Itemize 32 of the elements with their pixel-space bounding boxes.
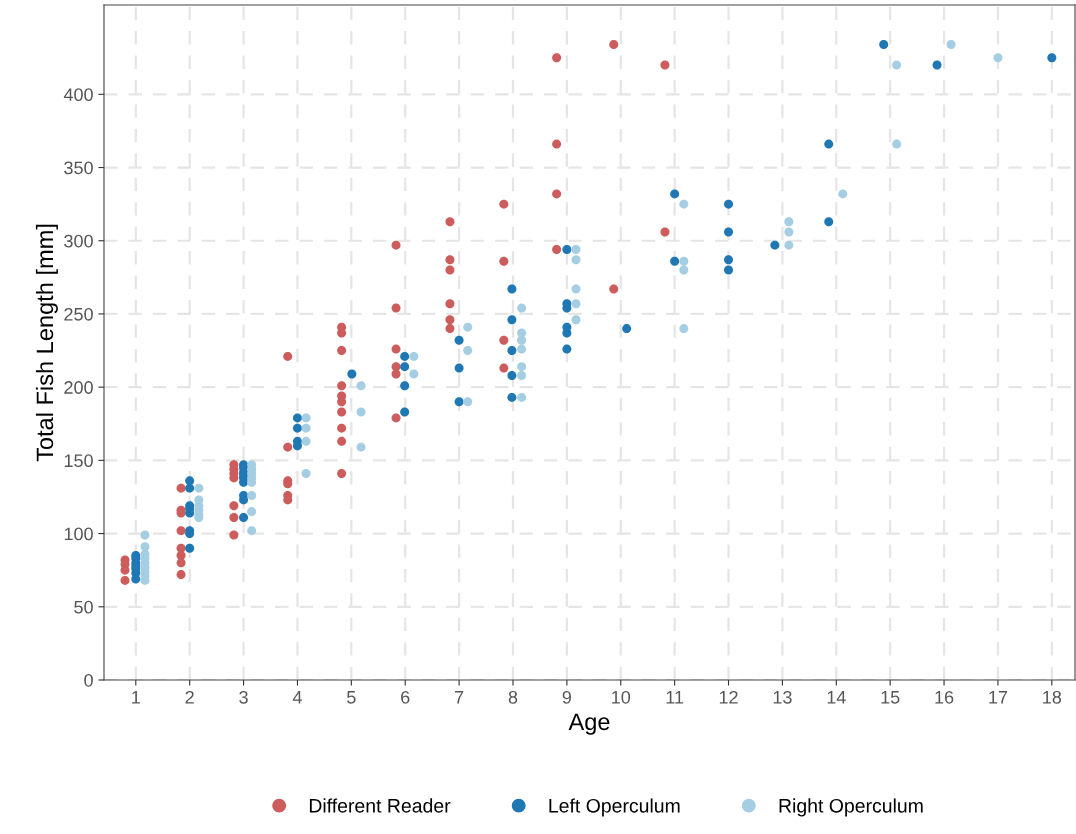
x-tick-label: 12 [719, 690, 738, 704]
y-tick-label: 100 [64, 527, 93, 541]
y-tick-label: 150 [64, 454, 93, 468]
x-tick-label: 17 [989, 691, 1008, 704]
y-axis-title: Total Fish Length [mm] [35, 224, 58, 462]
x-tick-label: 18 [1043, 690, 1062, 704]
legend-label: Different Reader [309, 798, 451, 813]
x-tick-label: 10 [612, 690, 631, 704]
y-tick-label: 250 [64, 307, 93, 321]
y-tick-label: 50 [74, 600, 93, 614]
legend-label: Right Operculum [779, 798, 923, 817]
y-tick-label: 350 [64, 161, 93, 175]
x-tick-label: 2 [185, 690, 194, 704]
x-axis-title: Age [568, 713, 610, 735]
y-tick-label: 0 [84, 673, 93, 687]
x-tick-label: 13 [773, 690, 792, 704]
y-tick-label: 200 [64, 381, 93, 394]
x-tick-label: 11 [666, 691, 684, 704]
x-tick-label: 14 [827, 691, 846, 704]
x-tick-label: 15 [881, 691, 900, 704]
x-tick-label: 9 [562, 690, 572, 704]
x-tick-label: 8 [508, 690, 518, 704]
x-tick-label: 1 [132, 691, 140, 704]
y-tick-label: 300 [64, 234, 93, 248]
x-tick-label: 6 [401, 690, 410, 704]
x-tick-label: 4 [292, 691, 302, 704]
x-tick-label: 5 [347, 691, 356, 704]
x-tick-label: 7 [455, 691, 464, 704]
legend-label: Left Operculum [549, 798, 680, 817]
x-tick-label: 3 [239, 690, 248, 704]
x-tick-label: 16 [935, 690, 954, 704]
y-tick-label: 400 [63, 88, 93, 102]
